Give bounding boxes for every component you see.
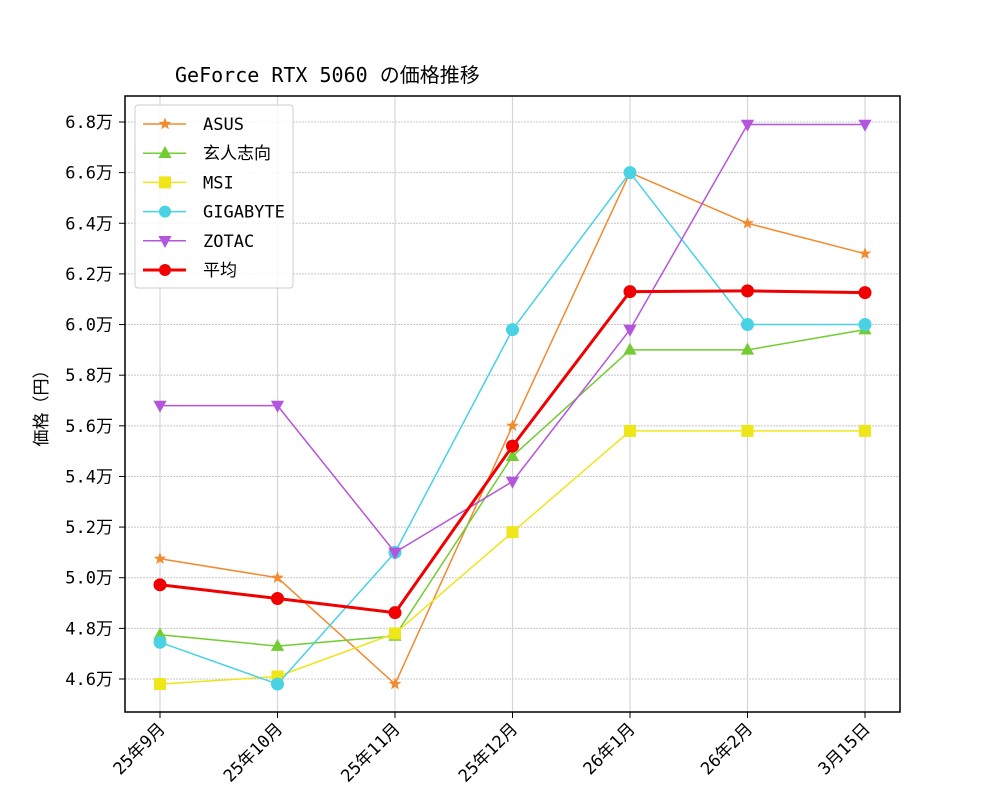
series-5 bbox=[153, 284, 872, 620]
x-tick-label: 3月15日 bbox=[815, 719, 875, 779]
y-tick-label: 5.6万 bbox=[65, 417, 113, 437]
triangle-up-marker bbox=[270, 638, 285, 651]
legend-item: ASUS bbox=[143, 115, 244, 135]
star-marker bbox=[858, 247, 872, 259]
square-marker bbox=[389, 627, 401, 640]
y-tick-label: 4.8万 bbox=[65, 619, 113, 639]
y-tick-label: 6.6万 bbox=[65, 164, 113, 184]
square-marker bbox=[154, 678, 166, 691]
series-2 bbox=[154, 424, 871, 691]
legend-item: ZOTAC bbox=[143, 232, 254, 252]
circle-marker bbox=[858, 318, 872, 332]
legend: ASUS 玄人志向 MSI GIGABYTE ZOTAC 平均 bbox=[134, 104, 294, 289]
legend-label: ASUS bbox=[203, 115, 244, 135]
y-tick-label: 5.2万 bbox=[65, 518, 113, 538]
triangle-up-marker bbox=[153, 627, 167, 640]
triangle-down-marker bbox=[858, 119, 872, 132]
chart-title: GeForce RTX 5060 の価格推移 bbox=[175, 63, 480, 87]
triangle-up-marker bbox=[740, 342, 755, 355]
star-marker bbox=[506, 419, 519, 432]
x-tick-label: 26年1月 bbox=[580, 719, 640, 779]
circle-marker bbox=[153, 635, 167, 649]
y-axis-label: 価格（円） bbox=[32, 362, 52, 447]
y-tick-label: 5.8万 bbox=[65, 366, 113, 386]
y-tick-label: 5.4万 bbox=[65, 467, 113, 487]
square-marker bbox=[624, 424, 636, 437]
legend-label: GIGABYTE bbox=[203, 203, 285, 223]
legend-label: 平均 bbox=[203, 261, 237, 281]
circle-marker bbox=[623, 166, 637, 180]
circle-marker bbox=[858, 286, 872, 300]
legend-item: 平均 bbox=[143, 261, 237, 281]
star-marker bbox=[158, 117, 172, 130]
circle-marker bbox=[271, 591, 284, 605]
square-marker bbox=[159, 176, 171, 189]
star-marker bbox=[388, 677, 402, 690]
x-tick-label: 25年9月 bbox=[110, 719, 170, 779]
y-tick-label: 6.2万 bbox=[65, 265, 113, 285]
series-4 bbox=[153, 119, 872, 560]
circle-marker bbox=[741, 284, 754, 298]
triangle-up-marker bbox=[158, 146, 172, 158]
circle-marker bbox=[506, 439, 519, 453]
legend-box bbox=[134, 104, 294, 289]
triangle-down-marker bbox=[623, 324, 637, 337]
y-axis: 4.6万 4.8万 5.0万 5.2万 5.4万 5.6万 5.8万 6.0万 6.2万 6.4万… bbox=[65, 113, 125, 690]
circle-marker bbox=[159, 264, 171, 276]
star-marker bbox=[271, 571, 284, 584]
x-tick-label: 26年2月 bbox=[697, 719, 757, 779]
x-tick-label: 25年10月 bbox=[220, 719, 287, 786]
y-tick-label: 5.0万 bbox=[65, 569, 113, 589]
triangle-up-marker bbox=[505, 449, 520, 461]
legend-item: MSI bbox=[143, 173, 234, 193]
triangle-up-marker bbox=[623, 342, 637, 355]
y-tick-label: 4.6万 bbox=[65, 670, 113, 690]
series-layer bbox=[153, 119, 872, 691]
square-marker bbox=[506, 526, 519, 539]
circle-marker bbox=[271, 677, 284, 691]
legend-item: 玄人志向 bbox=[143, 144, 271, 164]
y-tick-label: 6.4万 bbox=[65, 214, 113, 234]
star-marker bbox=[741, 216, 754, 229]
triangle-down-marker bbox=[388, 547, 402, 560]
circle-marker bbox=[623, 285, 637, 299]
y-tick-label: 6.0万 bbox=[65, 316, 113, 336]
triangle-down-marker bbox=[153, 400, 167, 413]
x-axis: 25年9月 25年10月 25年11月 25年12月 26年1月 26年2月 3月15日 bbox=[110, 712, 875, 787]
circle-marker bbox=[741, 318, 754, 332]
legend-label: ZOTAC bbox=[203, 232, 254, 252]
circle-marker bbox=[159, 205, 171, 218]
triangle-down-marker bbox=[740, 119, 755, 132]
circle-marker bbox=[153, 578, 167, 592]
triangle-down-marker bbox=[158, 236, 172, 248]
triangle-down-marker bbox=[505, 476, 520, 489]
square-marker bbox=[859, 424, 871, 437]
legend-label: 玄人志向 bbox=[203, 144, 271, 164]
star-marker bbox=[153, 552, 167, 565]
x-tick-label: 25年11月 bbox=[337, 719, 404, 786]
y-tick-label: 6.8万 bbox=[65, 113, 113, 133]
square-marker bbox=[741, 424, 754, 437]
circle-marker bbox=[388, 606, 402, 620]
legend-label: MSI bbox=[203, 173, 234, 193]
triangle-down-marker bbox=[270, 400, 285, 413]
legend-item: GIGABYTE bbox=[143, 203, 285, 223]
x-tick-label: 25年12月 bbox=[455, 719, 522, 786]
circle-marker bbox=[506, 323, 519, 337]
